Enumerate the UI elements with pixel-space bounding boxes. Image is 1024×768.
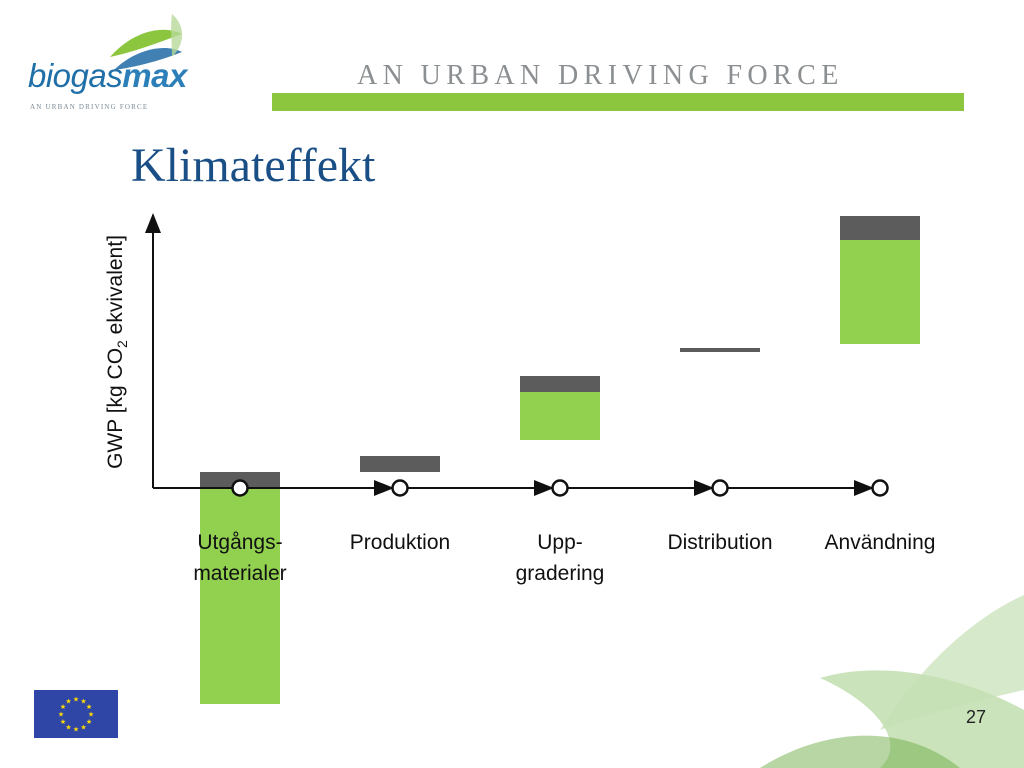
gray-bar-upp-gradering [520,376,600,392]
svg-text:★: ★ [58,711,64,719]
category-label-distribution: Distribution [667,531,773,554]
logo-leaf-green [110,29,182,57]
svg-text:★: ★ [65,723,71,731]
svg-text:★: ★ [73,696,79,704]
decorative-leaves [760,595,1024,768]
logo-tagline: AN URBAN DRIVING FORCE [30,103,149,111]
stage-node-utgångs-materialer [231,479,249,497]
category-label-utgångs-materialer: Utgångs- materialer [193,531,287,585]
gray-bar-distribution [680,348,760,352]
logo-leaf-light [171,14,183,57]
svg-text:★: ★ [86,703,92,711]
green-bar-utgångs-materialer [200,488,280,704]
svg-text:★: ★ [60,703,66,711]
eu-flag-icon: ★★★★★★★★★ ★ ★★ [34,690,118,738]
category-label-produktion: Produktion [349,531,451,554]
svg-text:★: ★ [65,698,71,706]
svg-text:★: ★ [80,723,86,731]
header-bar [272,93,964,111]
stage-node-produktion [391,479,409,497]
category-label-användning: Användning [824,531,936,554]
page-title: Klimateffekt [131,139,376,192]
green-bar-användning [840,240,920,344]
stage-node-användning [871,479,889,497]
svg-text:★: ★ [86,718,92,726]
logo-leaf-blue [114,48,182,70]
biogasmax-logo [110,14,183,70]
svg-text:★: ★ [88,711,94,719]
stage-node-upp-gradering [551,479,569,497]
logo-wordmark: biogasmax [28,57,187,94]
green-bar-upp-gradering [520,392,600,440]
svg-text:★: ★ [80,698,86,706]
page-number: 27 [966,707,987,727]
svg-text:★: ★ [73,726,79,734]
svg-text:★: ★ [60,718,66,726]
stage-node-distribution [711,479,729,497]
category-label-upp-gradering: Upp- gradering [515,531,605,585]
gray-bar-användning [840,216,920,240]
gray-bar-produktion [360,456,440,472]
header-tagline: AN URBAN DRIVING FORCE [357,60,844,91]
